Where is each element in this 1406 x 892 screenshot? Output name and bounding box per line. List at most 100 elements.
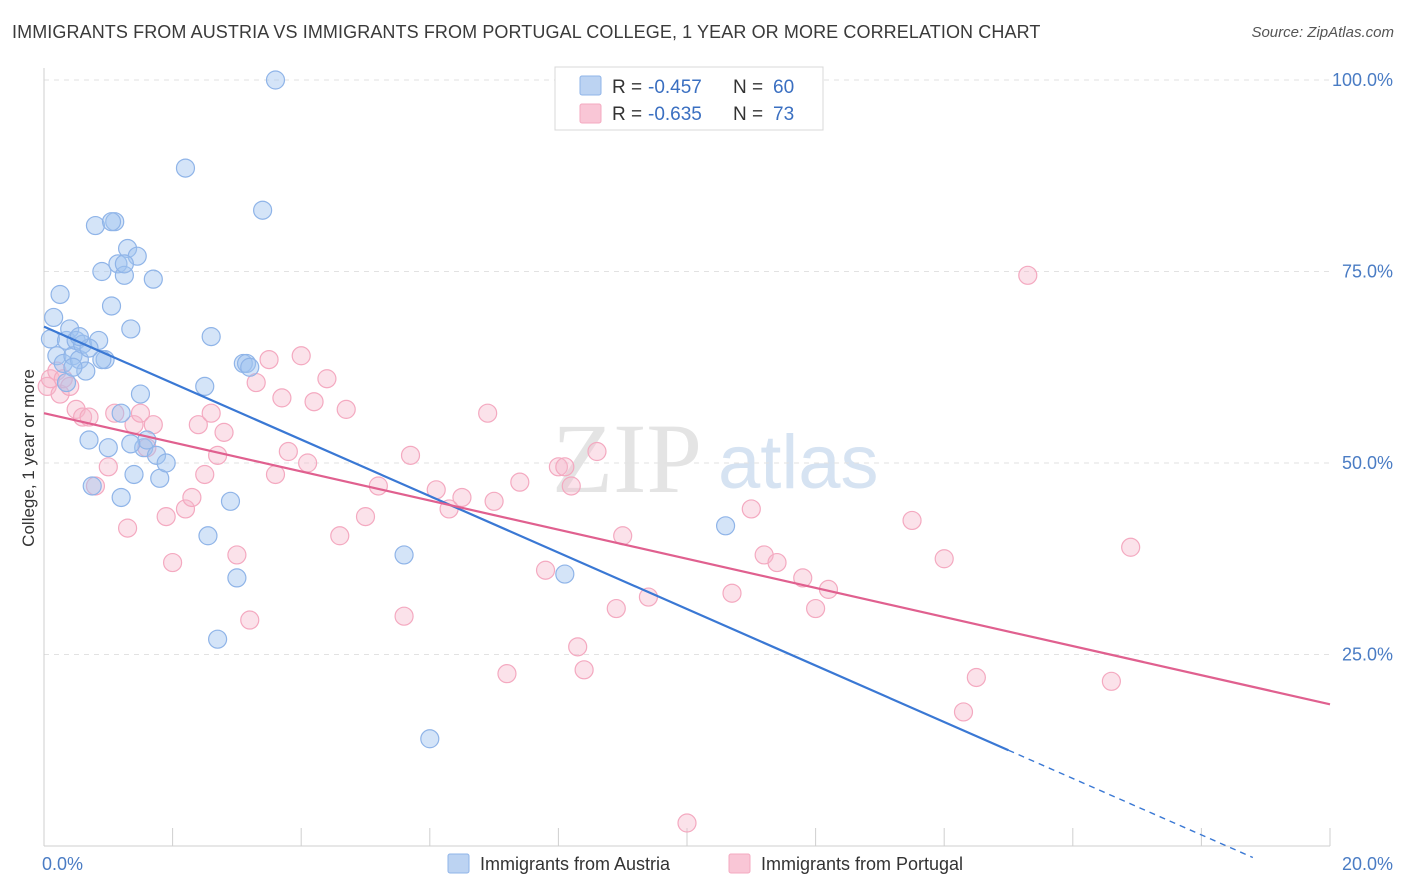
data-point [561, 476, 581, 496]
data-point [130, 384, 151, 404]
legend-portugal-label: Immigrants from Portugal [761, 854, 963, 874]
data-point [175, 499, 196, 519]
data-point [355, 507, 376, 527]
austria-swatch [579, 75, 602, 96]
data-point [108, 254, 128, 274]
x-tick-label-min: 0.0% [42, 854, 83, 874]
data-point [220, 491, 241, 511]
data-point [79, 430, 99, 450]
data-point [265, 70, 286, 90]
x-tick-labels: 0.0% 20.0% [42, 854, 1393, 874]
y-tick-label: 50.0% [1342, 453, 1393, 473]
data-point [114, 265, 134, 285]
data-point [44, 307, 64, 328]
data-point [121, 434, 141, 454]
data-point [47, 346, 67, 366]
y-axis-label: College, 1 year or more [19, 369, 38, 547]
legend-austria-label: Immigrants from Austria [480, 854, 671, 874]
data-point [317, 369, 337, 389]
data-point [1018, 265, 1038, 285]
data-point [195, 376, 215, 396]
austria-n-label: N = [733, 77, 763, 98]
data-point [198, 526, 218, 546]
trend-lines [43, 325, 1331, 859]
data-point [188, 415, 208, 435]
portugal-r-value: -0.635 [648, 104, 702, 125]
data-point [201, 403, 221, 423]
portugal-r-label: R = [612, 104, 642, 125]
data-point [63, 357, 83, 377]
data-point [574, 660, 594, 680]
trend-line [43, 325, 1009, 752]
data-point [934, 549, 954, 569]
data-point [101, 212, 122, 232]
austria-n-value: 60 [773, 77, 794, 98]
data-point [568, 637, 588, 657]
data-point [227, 568, 247, 588]
austria-r-label: R = [612, 77, 642, 98]
data-point [201, 327, 221, 347]
data-point [253, 200, 273, 220]
data-point [715, 516, 736, 536]
data-point [484, 491, 504, 511]
data-point [953, 702, 974, 722]
data-point [208, 445, 228, 465]
data-point [146, 445, 167, 465]
bottom-legend: Immigrants from Austria Immigrants from … [447, 853, 963, 874]
data-point [555, 564, 575, 584]
data-point [92, 261, 112, 282]
data-point [555, 457, 575, 477]
data-point [121, 319, 141, 339]
watermark-zip: ZIP [552, 403, 702, 514]
data-point [722, 583, 742, 603]
data-point [304, 392, 324, 412]
data-point [111, 403, 131, 423]
trend-line [43, 412, 1331, 706]
y-tick-label: 25.0% [1342, 645, 1393, 665]
data-point [50, 384, 70, 404]
data-point [156, 507, 176, 527]
data-point [452, 487, 472, 508]
x-tick-label-max: 20.0% [1342, 854, 1393, 874]
chart-title: IMMIGRANTS FROM AUSTRIA VS IMMIGRANTS FR… [12, 22, 1041, 42]
data-point [1101, 671, 1121, 691]
data-point [259, 349, 279, 370]
data-point [50, 284, 70, 305]
series-austria [40, 70, 736, 749]
data-point [214, 422, 234, 442]
portugal-n-label: N = [733, 104, 763, 125]
austria-r-value: -0.457 [648, 77, 702, 98]
data-point [117, 518, 138, 538]
data-point [182, 487, 202, 508]
data-point [114, 254, 134, 274]
data-point [240, 610, 260, 630]
data-point [137, 430, 157, 450]
data-point [394, 545, 414, 565]
data-point [677, 813, 697, 833]
data-point [478, 403, 498, 423]
data-point [420, 729, 440, 749]
data-point [638, 587, 659, 607]
axes [43, 68, 1331, 847]
data-point [98, 457, 118, 477]
data-point [208, 629, 228, 649]
portugal-swatch [579, 103, 602, 124]
legend-portugal-swatch [728, 853, 751, 874]
data-point [497, 664, 517, 684]
data-point [76, 361, 96, 381]
data-point [298, 453, 318, 473]
data-point [130, 403, 151, 423]
data-point [175, 158, 196, 178]
data-point [124, 464, 144, 485]
data-point [1121, 537, 1141, 557]
data-point [330, 526, 350, 546]
data-point [163, 552, 183, 573]
data-point [98, 438, 118, 458]
data-point [535, 560, 556, 580]
data-point [265, 464, 286, 485]
data-point [53, 353, 73, 374]
data-point [291, 346, 311, 366]
data-point [606, 598, 626, 619]
data-point [767, 552, 787, 573]
